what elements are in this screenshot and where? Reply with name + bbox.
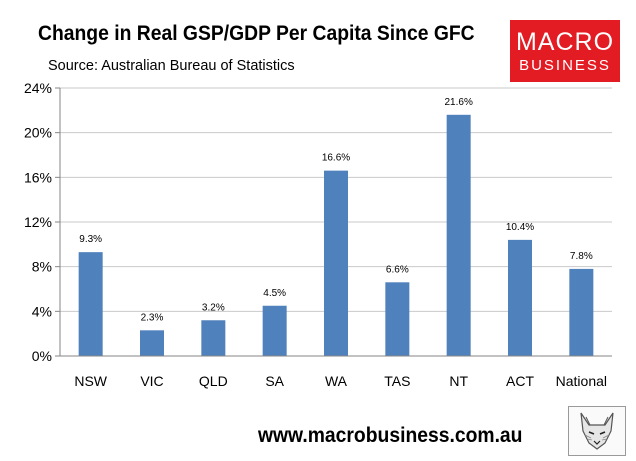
- y-tick-label: 0%: [32, 348, 52, 364]
- bar-wa: [324, 170, 348, 356]
- y-tick-label: 20%: [24, 125, 52, 141]
- data-label: 21.6%: [444, 97, 472, 108]
- y-tick-label: 4%: [32, 303, 52, 319]
- data-label: 16.6%: [322, 153, 350, 164]
- x-tick-label: NSW: [74, 373, 107, 389]
- x-tick-label: WA: [325, 373, 348, 389]
- x-tick-label: QLD: [199, 373, 228, 389]
- x-tick-label: SA: [265, 373, 284, 389]
- data-label: 7.8%: [570, 251, 593, 262]
- bar-sa: [262, 305, 287, 356]
- website-url: www.macrobusiness.com.au: [258, 424, 523, 447]
- chart-subtitle: Source: Australian Bureau of Statistics: [48, 58, 295, 74]
- x-tick-label: NT: [449, 373, 468, 389]
- y-tick-label: 12%: [24, 214, 52, 230]
- axes: [55, 87, 612, 357]
- chart-title: Change in Real GSP/GDP Per Capita Since …: [38, 22, 475, 45]
- bar-vic: [140, 330, 164, 356]
- bar-nsw: [78, 252, 103, 356]
- x-tick-label: TAS: [384, 373, 410, 389]
- data-label: 9.3%: [79, 234, 102, 245]
- x-tick-label: ACT: [506, 373, 534, 389]
- bar-act: [508, 239, 532, 356]
- bar-tas: [385, 282, 410, 356]
- bars: [78, 114, 594, 356]
- labels: 0% 4% 8% 12% 16% 20% 24% 9.3% NSW 2.3% VIC 3.2% QLD 4…: [24, 80, 607, 389]
- bar-national: [569, 268, 594, 356]
- x-tick-label: National: [556, 373, 607, 389]
- bar-nt: [446, 114, 471, 356]
- y-tick-label: 8%: [32, 259, 52, 275]
- x-tick-label: VIC: [140, 373, 163, 389]
- y-tick-label: 24%: [24, 80, 52, 96]
- fox-icon: [568, 406, 626, 456]
- logo-line-2: BUSINESS: [519, 57, 611, 74]
- data-label: 10.4%: [506, 222, 534, 233]
- data-label: 2.3%: [141, 312, 164, 323]
- data-label: 6.6%: [386, 264, 409, 275]
- data-label: 3.2%: [202, 302, 225, 313]
- macrobusiness-logo: MACRO BUSINESS: [510, 20, 620, 82]
- y-tick-label: 16%: [24, 169, 52, 185]
- data-label: 4.5%: [263, 288, 286, 299]
- logo-line-1: MACRO: [515, 28, 615, 56]
- bar-qld: [201, 320, 226, 356]
